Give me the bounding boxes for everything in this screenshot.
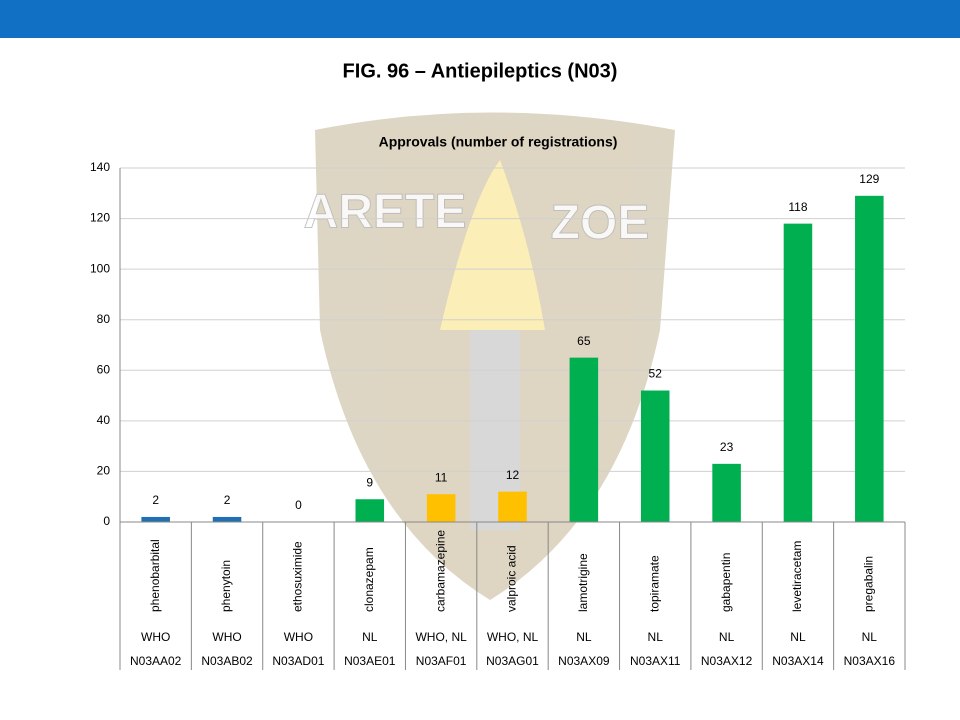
group-label: WHO bbox=[141, 630, 170, 644]
x-tick-label: levetiracetam bbox=[790, 541, 804, 612]
bar bbox=[141, 516, 170, 522]
x-tick-label: lamotrigine bbox=[576, 553, 590, 612]
code-label: N03AX12 bbox=[701, 654, 753, 668]
code-label: N03AF01 bbox=[416, 654, 467, 668]
x-tick-label: carbamazepine bbox=[433, 530, 447, 612]
group-label: NL bbox=[648, 630, 664, 644]
code-label: N03AG01 bbox=[486, 654, 539, 668]
group-label: NL bbox=[576, 630, 592, 644]
bar bbox=[498, 491, 527, 522]
x-tick-label: clonazepam bbox=[362, 547, 376, 612]
y-tick-label: 120 bbox=[90, 211, 110, 225]
bar bbox=[640, 390, 670, 522]
bar bbox=[712, 463, 741, 522]
group-label: WHO, NL bbox=[415, 630, 467, 644]
y-tick-label: 60 bbox=[97, 362, 111, 376]
y-tick-label: 80 bbox=[97, 312, 111, 326]
x-tick-label: gabapentin bbox=[719, 553, 733, 612]
data-label: 2 bbox=[152, 493, 159, 507]
bar bbox=[426, 494, 456, 522]
y-tick-label: 100 bbox=[90, 261, 110, 275]
group-label: NL bbox=[862, 630, 878, 644]
watermark-flame bbox=[440, 160, 545, 330]
chart-title: Approvals (number of registrations) bbox=[379, 134, 618, 150]
code-label: N03AX09 bbox=[558, 654, 610, 668]
data-label: 52 bbox=[649, 367, 663, 381]
y-tick-label: 20 bbox=[97, 464, 111, 478]
data-label: 129 bbox=[859, 172, 879, 186]
header-bar bbox=[0, 0, 960, 38]
code-label: N03AD01 bbox=[272, 654, 324, 668]
y-tick-label: 0 bbox=[103, 514, 110, 528]
group-label: NL bbox=[719, 630, 735, 644]
group-label: NL bbox=[362, 630, 378, 644]
x-tick-label: phenobarbital bbox=[148, 539, 162, 612]
data-label: 11 bbox=[435, 470, 448, 484]
x-tick-label: phenytoin bbox=[219, 560, 233, 612]
code-label: N03AX16 bbox=[844, 654, 896, 668]
slide-title: FIG. 96 – Antiepileptics (N03) bbox=[343, 60, 618, 82]
data-label: 23 bbox=[720, 440, 734, 454]
data-label: 9 bbox=[366, 475, 373, 489]
group-label: WHO, NL bbox=[487, 630, 539, 644]
x-tick-label: topiramate bbox=[647, 555, 661, 612]
y-tick-label: 40 bbox=[97, 413, 111, 427]
code-label: N03AX14 bbox=[772, 654, 824, 668]
code-label: N03AE01 bbox=[344, 654, 396, 668]
watermark-text: ZOE bbox=[551, 197, 650, 250]
y-tick-label: 140 bbox=[90, 160, 110, 174]
bar bbox=[783, 223, 813, 522]
data-label: 118 bbox=[788, 200, 807, 214]
code-label: N03AX11 bbox=[630, 654, 681, 668]
code-label: N03AB02 bbox=[201, 654, 253, 668]
bar bbox=[355, 499, 385, 522]
x-tick-label: ethosuximide bbox=[291, 541, 305, 612]
bar bbox=[212, 516, 242, 522]
code-label: N03AA02 bbox=[130, 654, 182, 668]
data-label: 0 bbox=[295, 498, 302, 512]
group-label: WHO bbox=[212, 630, 241, 644]
bar bbox=[569, 357, 599, 522]
watermark-text: ARETE bbox=[304, 186, 467, 239]
x-tick-label: valproic acid bbox=[505, 545, 519, 612]
bar bbox=[855, 195, 884, 523]
group-label: NL bbox=[790, 630, 806, 644]
x-tick-label: pregabalin bbox=[861, 556, 875, 612]
data-label: 65 bbox=[577, 334, 591, 348]
data-label: 2 bbox=[224, 493, 231, 507]
data-label: 12 bbox=[506, 468, 520, 482]
group-label: WHO bbox=[284, 630, 313, 644]
